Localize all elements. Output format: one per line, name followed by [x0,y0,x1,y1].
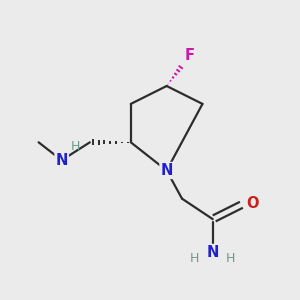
Text: N: N [206,245,219,260]
Text: N: N [160,163,173,178]
Text: O: O [246,196,259,211]
Text: H: H [71,140,80,153]
Text: F: F [184,48,195,63]
Text: N: N [56,153,68,168]
Text: H: H [226,252,235,265]
Text: H: H [190,252,200,265]
